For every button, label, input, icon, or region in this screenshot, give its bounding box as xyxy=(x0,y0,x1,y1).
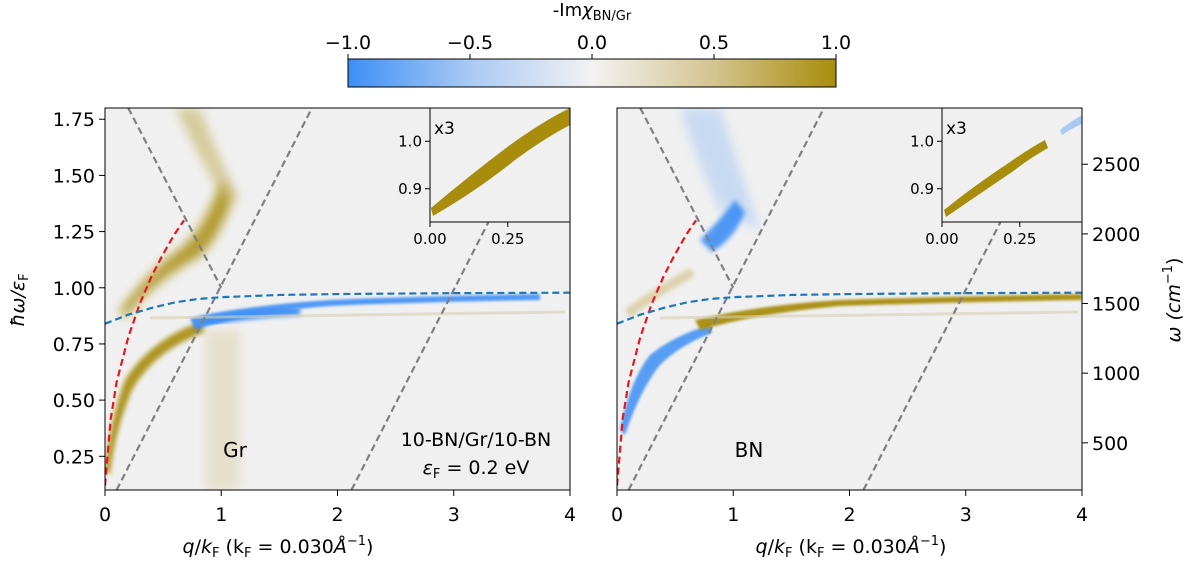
colorbar-title: -ImχBN/Gr xyxy=(553,0,632,24)
gold-upper-faint xyxy=(625,268,695,318)
inset-label: x3 xyxy=(434,119,455,139)
colorbar-tick-label: 0.0 xyxy=(577,32,607,54)
inset-gold-branch xyxy=(944,140,1048,217)
inset-ticks-bn: 0.00 0.25 0.9 1.0 xyxy=(910,132,1036,248)
inset-y-tick-label: 1.0 xyxy=(398,132,422,150)
inset-x-tick-label: 0.25 xyxy=(491,230,524,248)
inset-ticks-gr: 0.00 0.25 0.9 1.0 xyxy=(398,132,524,248)
x-tick-label: 1 xyxy=(215,504,227,526)
y-tick-label: 0.50 xyxy=(53,390,95,412)
panel-label-bn: BN xyxy=(735,438,764,462)
heatmap-features xyxy=(105,108,566,490)
x-tick-label: 3 xyxy=(448,504,460,526)
x-axis-label-bn: q/kF (kF = 0.030Å−1) xyxy=(756,534,947,561)
faint-flat-band xyxy=(149,310,566,320)
inset-y-tick-label: 0.9 xyxy=(910,180,934,198)
x-tick-label: 1 xyxy=(727,504,739,526)
right-y-tick-label: 1500 xyxy=(1092,294,1140,316)
inset-gr: x3 0.00 0.25 0.9 1.0 xyxy=(398,107,571,248)
gold-upper-tail xyxy=(175,108,240,200)
blue-lower-branch xyxy=(620,325,712,435)
light-cone-line xyxy=(627,108,825,490)
axes-ticks-gr: 0 1 2 3 4 0.25 0.50 0.75 1.00 1.25 1.50 1.75 xyxy=(53,109,576,526)
right-y-tick-label: 500 xyxy=(1092,433,1128,455)
y-tick-label: 1.75 xyxy=(53,109,95,131)
inset-bn: x3 0.00 0.25 0.9 1.0 xyxy=(910,107,1083,248)
right-y-tick-label: 1000 xyxy=(1092,363,1140,385)
inset-gold-branch xyxy=(431,108,570,216)
faint-flat-band xyxy=(659,310,1079,320)
y-tick-label: 1.25 xyxy=(53,222,95,244)
y-tick-label: 0.25 xyxy=(53,446,95,468)
inset-frame xyxy=(429,107,571,223)
axes-ticks-bn: 0 1 2 3 4 500 1000 1500 2000 2500 xyxy=(611,154,1140,526)
inset-y-tick-label: 0.9 xyxy=(398,180,422,198)
colorbar: -ImχBN/Gr −1.0 −0.5 0.0 0.5 1.0 xyxy=(325,0,851,88)
blue-upper-blob xyxy=(700,200,745,252)
fermi-energy-label: εF = 0.2 eV xyxy=(423,457,530,482)
x-tick-label: 3 xyxy=(960,504,972,526)
phonon-dispersion-line xyxy=(105,291,570,325)
inset-x-tick-label: 0.00 xyxy=(925,230,958,248)
inset-x-tick-label: 0.25 xyxy=(1003,230,1036,248)
x-tick-label: 0 xyxy=(611,504,623,526)
right-y-tick-label: 2500 xyxy=(1092,154,1140,176)
gold-upper-branch xyxy=(120,180,232,318)
plasmon-dispersion-line xyxy=(105,219,185,486)
panel-bn: 0 1 2 3 4 500 1000 1500 2000 2500 x3 0.00 0.25 0.9 1… xyxy=(611,107,1185,561)
x-tick-label: 4 xyxy=(564,504,576,526)
heatmap-features xyxy=(620,108,1082,435)
light-cone-line xyxy=(639,108,735,289)
x-axis-label-gr: q/kF (kF = 0.030Å−1) xyxy=(183,534,374,561)
colorbar-ticks: −1.0 −0.5 0.0 0.5 1.0 xyxy=(325,32,851,59)
light-cone-line xyxy=(127,108,223,289)
colorbar-gradient xyxy=(347,58,837,88)
structure-label: 10-BN/Gr/10-BN xyxy=(401,429,552,451)
inset-x-tick-label: 0.00 xyxy=(413,230,446,248)
inset-frame xyxy=(941,107,1083,223)
plasmon-dispersion-line xyxy=(617,219,697,486)
colorbar-tick-label: −1.0 xyxy=(325,32,371,54)
right-y-axis-label: ω (cm−1) xyxy=(1161,258,1185,343)
y-tick-label: 1.50 xyxy=(53,165,95,187)
gold-lower-branch xyxy=(105,322,205,475)
y-tick-label: 1.00 xyxy=(53,278,95,300)
inset-blue-tail xyxy=(1060,115,1082,135)
blue-haze xyxy=(680,108,760,230)
x-tick-label: 4 xyxy=(1076,504,1088,526)
panel-label-gr: Gr xyxy=(223,438,247,462)
x-tick-label: 2 xyxy=(843,504,855,526)
colorbar-tick-label: −0.5 xyxy=(447,32,493,54)
y-tick-label: 0.75 xyxy=(53,334,95,356)
colorbar-tick-label: 0.5 xyxy=(699,32,729,54)
panel-gr: 0 1 2 3 4 0.25 0.50 0.75 1.00 1.25 1.50 1.75 x3 0.0… xyxy=(7,107,576,561)
x-tick-label: 2 xyxy=(331,504,343,526)
light-cone-line xyxy=(115,108,313,490)
y-axis-label: ħω/εF xyxy=(7,273,32,326)
inset-y-tick-label: 1.0 xyxy=(910,132,934,150)
right-y-tick-label: 2000 xyxy=(1092,224,1140,246)
gold-vertical-haze xyxy=(205,330,240,490)
gold-phonon-band xyxy=(695,294,1082,330)
inset-label: x3 xyxy=(946,119,967,139)
phonon-dispersion-line xyxy=(617,291,1082,325)
colorbar-tick-label: 1.0 xyxy=(821,32,851,54)
x-tick-label: 0 xyxy=(99,504,111,526)
